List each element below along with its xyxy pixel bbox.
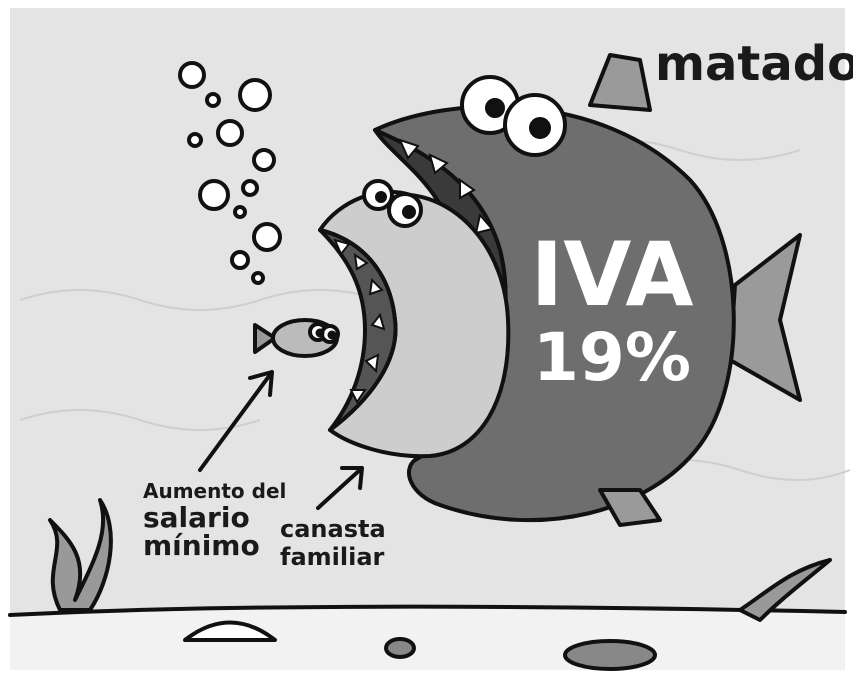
seabed xyxy=(10,607,845,670)
cartoon: matador IVA 19% Aumento del salario míni… xyxy=(0,0,853,677)
basket-label-line: familiar xyxy=(280,543,385,571)
salary-label-line: mínimo xyxy=(143,529,260,562)
big-fish-rate: 19% xyxy=(533,319,691,396)
signature: matador xyxy=(655,36,853,92)
big-fish-label: IVA xyxy=(531,223,694,326)
salary-label-line: Aumento del xyxy=(143,479,286,503)
basket-label-line: canasta xyxy=(280,515,386,543)
